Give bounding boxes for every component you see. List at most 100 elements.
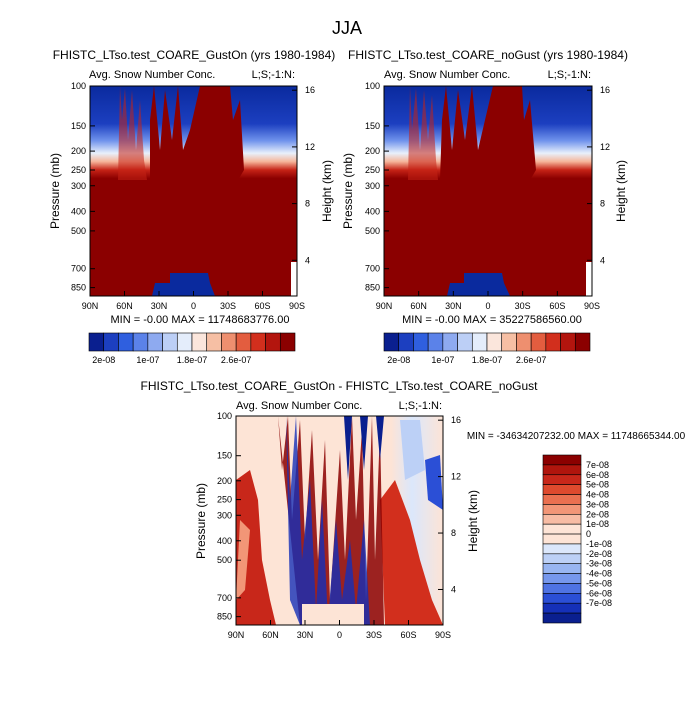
colorbar-label: -6e-08	[586, 588, 612, 598]
y2-tick-label: 8	[451, 528, 456, 538]
y2-tick-label: 4	[451, 584, 456, 594]
y-tick-label: 100	[217, 411, 232, 421]
colorbar-swatch	[427, 332, 444, 352]
y-tick-label: 850	[217, 612, 232, 622]
colorbar-swatch	[542, 464, 582, 476]
y-tick-label: 200	[217, 476, 232, 486]
x-tick-label: 60N	[116, 301, 133, 311]
panel-gust-on: FHISTC_LTso.test_COARE_GustOn (yrs 1980-…	[48, 48, 335, 326]
figure-title: JJA	[332, 18, 362, 38]
colorbar-swatch	[457, 332, 473, 352]
colorbar-label: 1e-07	[136, 355, 159, 365]
colorbar-swatch	[542, 474, 582, 485]
colorbar-swatch	[413, 332, 429, 352]
colorbar-swatch	[176, 332, 193, 352]
panel-gust-on-y2label: Height (km)	[320, 160, 334, 222]
colorbar-swatch	[206, 332, 222, 352]
panel-difference-red-mid	[236, 520, 250, 600]
y-tick-label: 700	[217, 593, 232, 603]
colorbar-label: 2e-08	[387, 355, 410, 365]
panel-gust-on-terrain	[291, 262, 297, 296]
x-tick-label: 90S	[435, 630, 451, 640]
colorbar-swatch	[542, 494, 582, 505]
colorbar-swatch	[88, 332, 105, 352]
x-tick-label: 60S	[549, 301, 565, 311]
y-tick-label: 300	[71, 181, 86, 191]
colorbar-swatch	[501, 332, 517, 352]
x-tick-label: 30S	[366, 630, 382, 640]
panel-no-gust-surface-low	[447, 273, 510, 296]
colorbar-label: 4e-08	[586, 490, 609, 500]
panel-gust-on-tower-streaks	[118, 86, 147, 180]
colorbar-label: -3e-08	[586, 559, 612, 569]
colorbar-swatch	[516, 332, 532, 352]
panel-no-gust-right-label: L;S;-1:N:	[548, 69, 591, 81]
colorbar-swatch	[398, 332, 414, 352]
colorbar-swatch	[560, 332, 576, 352]
panel-no-gust-x-ticks: 90N 60N 30N 0 30S 60S 90S	[376, 291, 600, 311]
colorbar-swatch	[542, 612, 582, 624]
panel-gust-on-x-ticks: 90N 60N 30N 0 30S 60S 90S	[82, 291, 305, 311]
y-tick-label: 250	[71, 165, 86, 175]
y-tick-label: 100	[71, 81, 86, 91]
y-tick-label: 150	[217, 451, 232, 461]
panel-gust-on-title: FHISTC_LTso.test_COARE_GustOn (yrs 1980-…	[53, 48, 336, 62]
panel-difference-x-ticks: 90N 60N 30N 0 30S 60S 90S	[228, 620, 451, 640]
panel-no-gust-title: FHISTC_LTso.test_COARE_noGust (yrs 1980-…	[348, 48, 628, 62]
colorbar-swatch	[118, 332, 134, 352]
x-tick-label: 30N	[445, 301, 462, 311]
colorbar-label: 2.6e-07	[221, 355, 252, 365]
colorbar-label: 6e-08	[586, 470, 609, 480]
x-tick-label: 90S	[289, 301, 305, 311]
panel-gust-on-y-ticks: 100 150 200 250 300 400 500 700 850	[71, 81, 95, 293]
colorbar-swatch	[574, 332, 591, 352]
panel-no-gust-tower-streaks	[408, 86, 438, 180]
y-tick-label: 200	[365, 146, 380, 156]
panel-gust-on-plot	[89, 85, 298, 297]
panel-no-gust-stats: MIN = -0.00 MAX = 35227586560.00	[402, 314, 582, 326]
colorbar-swatch	[191, 332, 208, 352]
y-tick-label: 100	[365, 81, 380, 91]
panel-gust-on-subtitle: Avg. Snow Number Conc.	[89, 69, 215, 81]
colorbar-swatch	[265, 332, 281, 352]
panel-difference-surface-zone	[302, 604, 364, 625]
colorbar-label: 2.6e-07	[516, 355, 547, 365]
y-tick-label: 500	[71, 226, 86, 236]
colorbar-swatch	[542, 563, 582, 574]
colorbar-swatch	[250, 332, 266, 352]
x-tick-label: 90N	[228, 630, 245, 640]
panel-difference: FHISTC_LTso.test_COARE_GustOn - FHISTC_L…	[140, 379, 685, 640]
colorbar-label: 1e-07	[431, 355, 454, 365]
panel-gust-on-right-label: L;S;-1:N:	[252, 69, 295, 81]
panel-no-gust-plot	[383, 85, 593, 297]
colorbar-swatch	[542, 593, 582, 604]
colorbar-swatch	[486, 332, 503, 352]
colorbar-swatch	[542, 533, 582, 545]
colorbar-label: 1.8e-07	[472, 355, 503, 365]
colorbar-swatch	[542, 523, 582, 535]
panel-gust-on-stats: MIN = -0.00 MAX = 11748683776.00	[111, 314, 290, 326]
x-tick-label: 30S	[220, 301, 236, 311]
x-tick-label: 60N	[410, 301, 427, 311]
colorbar-label: 1.8e-07	[177, 355, 208, 365]
x-tick-label: 30N	[151, 301, 168, 311]
y-tick-label: 250	[217, 495, 232, 505]
y-tick-label: 700	[71, 264, 86, 274]
colorbar-swatch	[545, 332, 561, 352]
y-tick-label: 300	[217, 510, 232, 520]
colorbar-swatch	[235, 332, 252, 352]
panel-difference-lightblue-south	[400, 420, 425, 480]
panel-no-gust-y-ticks: 100 150 200 250 300 400 500 700 850	[365, 81, 389, 293]
y-tick-label: 500	[365, 226, 380, 236]
colorbar-swatch	[147, 332, 163, 352]
colorbar-swatch	[542, 504, 582, 515]
colorbar-swatch	[279, 332, 296, 352]
colorbar-swatch	[542, 543, 582, 555]
y2-tick-label: 16	[305, 85, 315, 95]
y2-tick-label: 8	[600, 199, 605, 209]
y-tick-label: 250	[365, 165, 380, 175]
y-tick-label: 700	[365, 264, 380, 274]
y2-tick-label: 4	[305, 255, 310, 265]
colorbar-swatch	[132, 332, 149, 352]
